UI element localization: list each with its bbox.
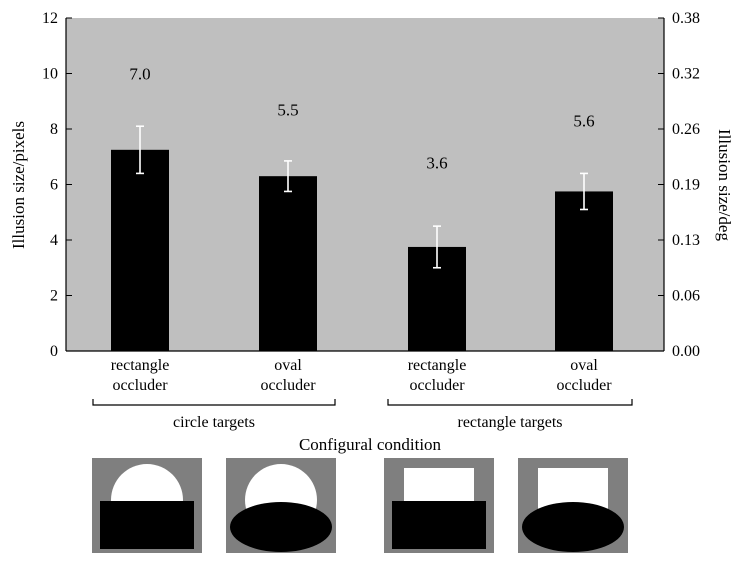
stimulus-1 xyxy=(92,458,202,553)
right-tick-label: 0.19 xyxy=(672,177,700,194)
left-tick-label: 10 xyxy=(42,66,58,83)
error-bar-2 xyxy=(284,160,292,193)
category-label-line2: occluder xyxy=(260,377,316,394)
bar-4 xyxy=(555,191,613,351)
error-bars-layer xyxy=(136,125,588,269)
category-label-line2: occluder xyxy=(112,377,168,394)
group-bracket-1 xyxy=(92,399,336,406)
bar-1 xyxy=(111,149,169,351)
left-tick-label: 8 xyxy=(50,121,58,138)
y-axis-label: Illusion size/pixels xyxy=(9,121,28,249)
stimulus-images-layer xyxy=(92,458,628,553)
stimulus-2 xyxy=(226,458,336,553)
error-bar-1 xyxy=(136,125,144,175)
error-bar-3 xyxy=(433,225,441,269)
left-ticks-layer: 0 2 4 6 8 10 12 xyxy=(42,10,72,360)
oval-occluder-shape xyxy=(230,502,332,552)
x-axis-label: Configural condition xyxy=(299,435,442,454)
right-ticks-layer: 0.00 0.06 0.13 0.19 0.26 0.32 0.38 xyxy=(658,10,700,360)
rectangle-occluder-shape xyxy=(392,501,486,549)
category-label-line1: rectangle xyxy=(111,357,170,374)
bar-2 xyxy=(259,176,317,351)
category-label-line1: rectangle xyxy=(408,357,467,374)
right-tick-label: 0.32 xyxy=(672,66,700,83)
right-tick-label: 0.13 xyxy=(672,232,700,249)
data-labels-layer: 7.0 5.5 3.6 5.6 xyxy=(129,65,594,173)
left-tick-label: 2 xyxy=(50,288,58,305)
data-label-2: 5.5 xyxy=(277,101,298,120)
category-label-line2: occluder xyxy=(556,377,612,394)
stimulus-4 xyxy=(518,458,628,553)
group-label-1: circle targets xyxy=(173,414,255,431)
right-tick-label: 0.26 xyxy=(672,121,700,138)
y2-axis-label: Illusion size/deg xyxy=(715,129,734,241)
left-tick-label: 12 xyxy=(42,10,58,27)
left-tick-label: 0 xyxy=(50,343,58,360)
data-label-4: 5.6 xyxy=(573,112,594,131)
group-bracket-2 xyxy=(387,399,633,406)
data-label-3: 3.6 xyxy=(426,153,447,172)
data-label-1: 7.0 xyxy=(129,65,150,84)
left-tick-label: 6 xyxy=(50,177,58,194)
group-label-2: rectangle targets xyxy=(458,414,563,431)
right-tick-label: 0.06 xyxy=(672,288,700,305)
group-brackets-layer: circle targets rectangle targets xyxy=(92,399,633,431)
stimulus-3 xyxy=(384,458,494,553)
category-labels-layer: rectangle occluder oval occluder rectangle oc… xyxy=(111,357,613,394)
right-tick-label: 0.00 xyxy=(672,343,700,360)
left-tick-label: 4 xyxy=(50,232,58,249)
category-label-line2: occluder xyxy=(409,377,465,394)
category-label-line1: oval xyxy=(274,357,302,374)
right-tick-label: 0.38 xyxy=(672,10,700,27)
rectangle-occluder-shape xyxy=(100,501,194,549)
oval-occluder-shape xyxy=(522,502,624,552)
category-label-line1: oval xyxy=(570,357,598,374)
error-bar-4 xyxy=(580,172,588,211)
